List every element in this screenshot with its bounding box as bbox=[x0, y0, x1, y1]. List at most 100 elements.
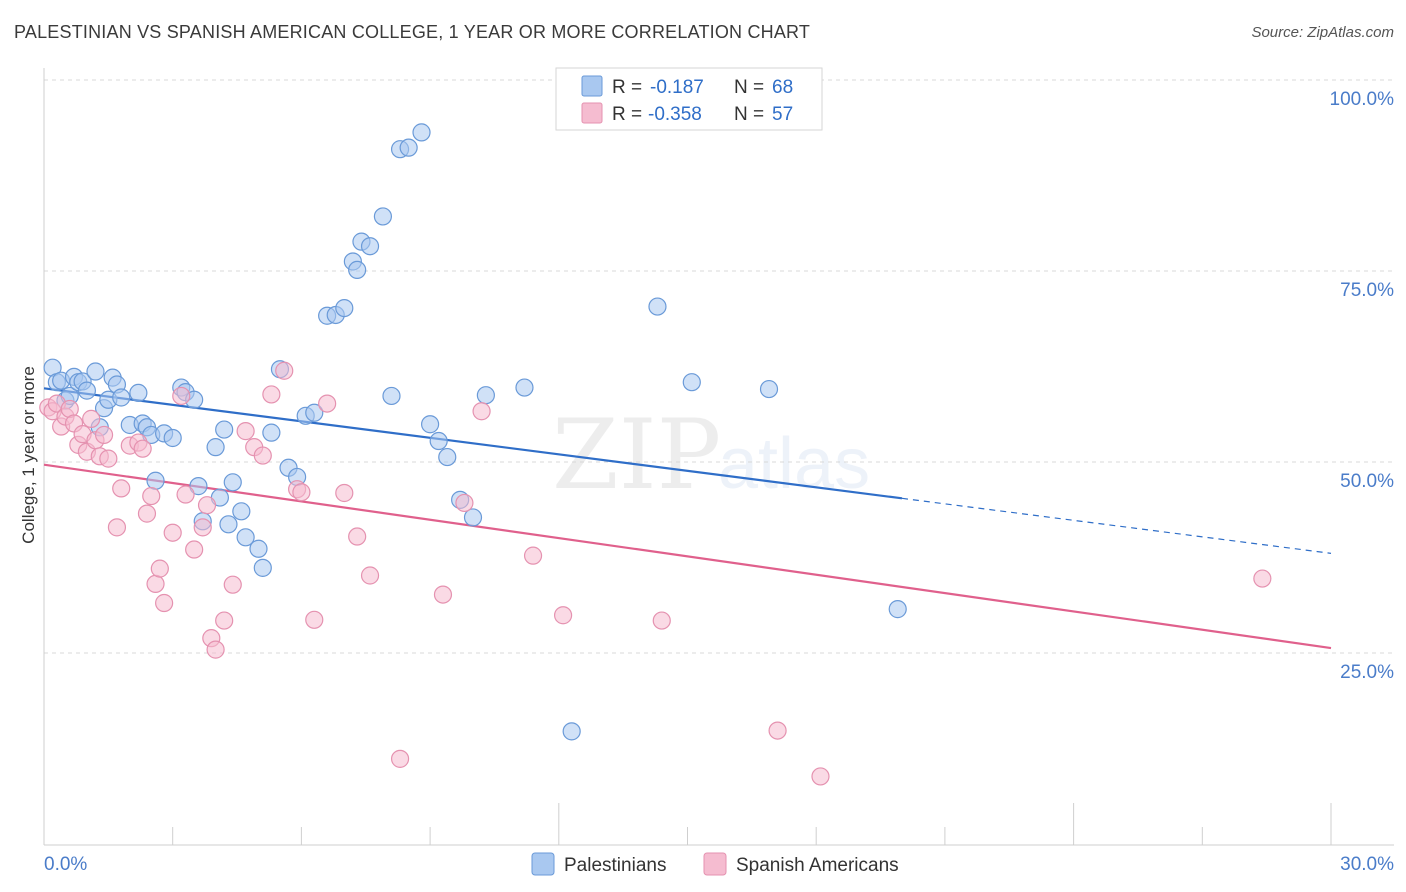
point-palestinians bbox=[421, 415, 440, 434]
point-spanish-americans bbox=[150, 559, 169, 578]
point-spanish-americans bbox=[107, 518, 127, 537]
point-palestinians bbox=[463, 508, 483, 527]
bottom-legend-swatch-spanish-americans bbox=[703, 852, 727, 876]
point-palestinians bbox=[232, 502, 251, 521]
point-spanish-americans bbox=[215, 611, 234, 630]
point-spanish-americans bbox=[176, 485, 195, 504]
legend-n-value-2: 57 bbox=[772, 104, 793, 125]
watermark-zip: ZIP bbox=[552, 399, 721, 511]
y-tick-label: 75.0% bbox=[1340, 280, 1394, 301]
point-palestinians bbox=[262, 423, 281, 442]
data-points bbox=[39, 123, 1272, 786]
point-spanish-americans bbox=[163, 523, 182, 542]
point-palestinians bbox=[215, 420, 234, 439]
point-spanish-americans bbox=[292, 483, 311, 502]
point-palestinians bbox=[223, 473, 242, 492]
point-palestinians bbox=[888, 600, 907, 619]
legend-n-label-2: N = bbox=[734, 104, 764, 125]
point-spanish-americans bbox=[155, 593, 174, 613]
point-spanish-americans bbox=[523, 546, 543, 565]
point-palestinians bbox=[112, 388, 131, 407]
y-tick-label: 25.0% bbox=[1340, 662, 1394, 683]
legend-r-value-1: -0.187 bbox=[650, 77, 704, 98]
point-spanish-americans bbox=[142, 486, 161, 506]
point-spanish-americans bbox=[811, 767, 830, 786]
point-palestinians bbox=[515, 378, 534, 397]
chart-title: PALESTINIAN VS SPANISH AMERICAN COLLEGE,… bbox=[14, 22, 811, 42]
point-spanish-americans bbox=[472, 402, 491, 421]
point-spanish-americans bbox=[223, 575, 242, 594]
legend-n-value-1: 68 bbox=[772, 77, 793, 98]
y-tick-label: 50.0% bbox=[1340, 471, 1394, 492]
point-palestinians bbox=[399, 138, 418, 157]
point-spanish-americans bbox=[172, 386, 191, 406]
watermark: ZIP atlas bbox=[552, 399, 870, 511]
point-spanish-americans bbox=[94, 425, 114, 445]
gridlines bbox=[44, 79, 1394, 654]
point-spanish-americans bbox=[275, 361, 294, 380]
x-tick-label: 30.0% bbox=[1340, 854, 1394, 875]
point-palestinians bbox=[163, 428, 182, 448]
legend-n-label-1: N = bbox=[734, 77, 764, 98]
point-spanish-americans bbox=[197, 496, 217, 515]
point-palestinians bbox=[305, 403, 324, 422]
point-palestinians bbox=[438, 447, 457, 467]
point-palestinians bbox=[412, 123, 431, 142]
point-spanish-americans bbox=[305, 610, 324, 629]
point-palestinians bbox=[189, 477, 208, 496]
point-palestinians bbox=[360, 237, 380, 256]
point-spanish-americans bbox=[318, 394, 337, 413]
point-palestinians bbox=[86, 362, 105, 381]
point-spanish-americans bbox=[390, 749, 410, 768]
point-spanish-americans bbox=[146, 574, 165, 594]
point-spanish-americans bbox=[652, 611, 671, 630]
point-spanish-americans bbox=[133, 439, 152, 458]
point-palestinians bbox=[335, 299, 354, 318]
point-spanish-americans bbox=[360, 566, 380, 585]
point-spanish-americans bbox=[335, 483, 354, 503]
point-spanish-americans bbox=[112, 479, 131, 498]
point-spanish-americans bbox=[262, 385, 281, 404]
axes: 25.0% 50.0% 75.0% 100.0% 0.0% 30.0% bbox=[43, 68, 1395, 875]
point-palestinians bbox=[348, 260, 367, 279]
point-palestinians bbox=[382, 386, 401, 406]
legend-swatch-spanish-americans bbox=[581, 102, 603, 124]
legend-r-value-2: -0.358 bbox=[648, 104, 702, 125]
point-palestinians bbox=[206, 438, 225, 457]
point-palestinians bbox=[759, 379, 779, 399]
series-legend: Palestinians Spanish Americans bbox=[531, 852, 899, 876]
y-tick-label: 100.0% bbox=[1330, 89, 1395, 110]
point-spanish-americans bbox=[455, 493, 474, 513]
point-palestinians bbox=[373, 207, 393, 226]
trend-lines bbox=[43, 387, 1332, 650]
point-spanish-americans bbox=[185, 540, 204, 559]
point-spanish-americans bbox=[553, 606, 573, 625]
point-palestinians bbox=[236, 528, 255, 547]
point-spanish-americans bbox=[348, 527, 367, 546]
legend-r-label-1: R = bbox=[612, 77, 642, 98]
point-spanish-americans bbox=[137, 504, 157, 523]
point-palestinians bbox=[77, 381, 97, 400]
bottom-legend-spanish-americans: Spanish Americans bbox=[736, 855, 899, 876]
point-palestinians bbox=[146, 471, 165, 490]
point-palestinians bbox=[129, 383, 148, 403]
bottom-legend-swatch-palestinians bbox=[531, 852, 555, 876]
point-spanish-americans bbox=[193, 518, 212, 537]
point-spanish-americans bbox=[206, 640, 225, 659]
point-palestinians bbox=[682, 373, 701, 392]
source-label: Source: ZipAtlas.com bbox=[1251, 24, 1394, 41]
point-palestinians bbox=[476, 386, 495, 405]
point-palestinians bbox=[429, 431, 448, 451]
legend-swatch-palestinians bbox=[581, 75, 603, 97]
legend-r-label-2: R = bbox=[612, 104, 642, 125]
point-spanish-americans bbox=[82, 409, 101, 428]
point-palestinians bbox=[648, 297, 667, 316]
point-spanish-americans bbox=[236, 422, 255, 441]
point-spanish-americans bbox=[99, 449, 118, 468]
point-spanish-americans bbox=[433, 585, 453, 604]
point-palestinians bbox=[253, 558, 272, 577]
trend-line-spanish-americans bbox=[43, 463, 1332, 650]
trend-line-palestinians-extension bbox=[901, 497, 1332, 554]
x-tick-label: 0.0% bbox=[44, 854, 87, 875]
